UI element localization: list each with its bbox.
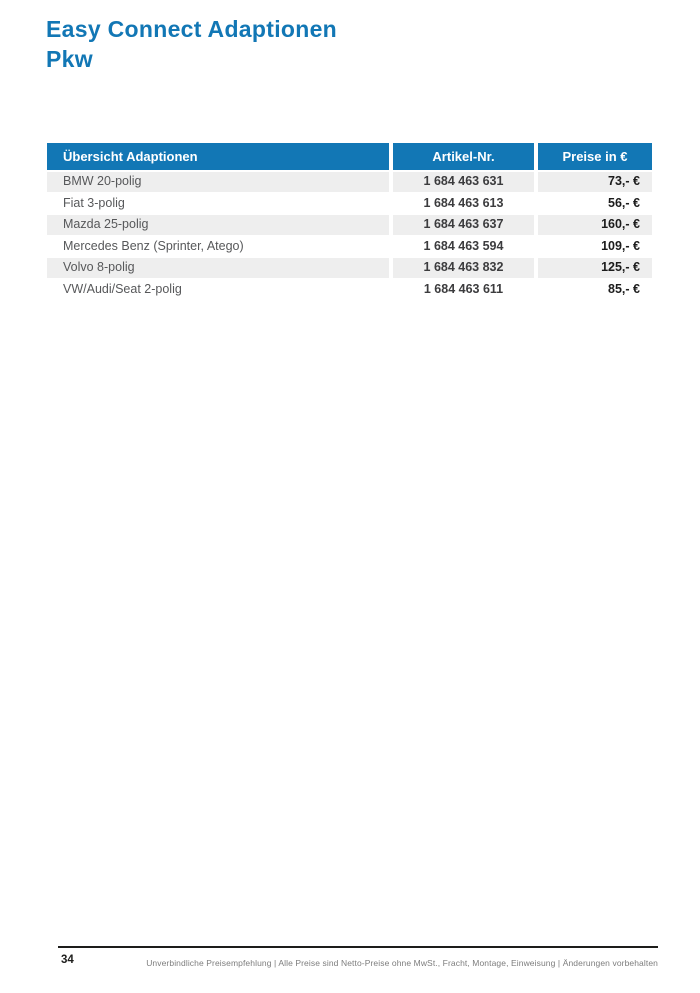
artikel-nr-cell: 1 684 463 611 xyxy=(423,281,504,296)
artikel-nr-cell: 1 684 463 613 xyxy=(423,195,504,210)
preis-cell: 73,- € xyxy=(538,172,652,192)
footer-divider xyxy=(58,946,658,948)
table-header-uebersicht-adaptionen: Übersicht Adaptionen xyxy=(47,143,389,170)
vehicle-name-cell: Volvo 8-polig xyxy=(47,258,389,278)
vehicle-name-cell: Mercedes Benz (Sprinter, Atego) xyxy=(63,238,244,253)
preis-cell: 125,- € xyxy=(538,258,652,278)
preis-cell: 56,- € xyxy=(608,195,640,210)
table-header-preise: Preise in € xyxy=(538,143,652,170)
footer-disclaimer: Unverbindliche Preisempfehlung | Alle Pr… xyxy=(146,958,658,968)
vehicle-name-cell: Fiat 3-polig xyxy=(63,195,125,210)
vehicle-name-cell: BMW 20-polig xyxy=(47,172,389,192)
page-number: 34 xyxy=(61,954,74,966)
preis-cell: 85,- € xyxy=(608,281,640,296)
table-header-artikel-nr: Artikel-Nr. xyxy=(393,143,534,170)
page-title-line1: Easy Connect Adaptionen xyxy=(46,16,338,42)
artikel-nr-cell: 1 684 463 832 xyxy=(393,258,534,278)
preis-cell: 109,- € xyxy=(601,238,640,253)
vehicle-name-cell: VW/Audi/Seat 2-polig xyxy=(63,281,182,296)
page-title-line2: Pkw xyxy=(46,46,93,72)
artikel-nr-cell: 1 684 463 631 xyxy=(393,172,534,192)
artikel-nr-cell: 1 684 463 637 xyxy=(393,215,534,235)
artikel-nr-cell: 1 684 463 594 xyxy=(423,238,504,253)
preis-cell: 160,- € xyxy=(538,215,652,235)
page-title: Easy Connect Adaptionen Pkw xyxy=(46,14,337,74)
adaptionen-price-table: Übersicht Adaptionen Artikel-Nr. Preise … xyxy=(47,143,652,299)
vehicle-name-cell: Mazda 25-polig xyxy=(47,215,389,235)
